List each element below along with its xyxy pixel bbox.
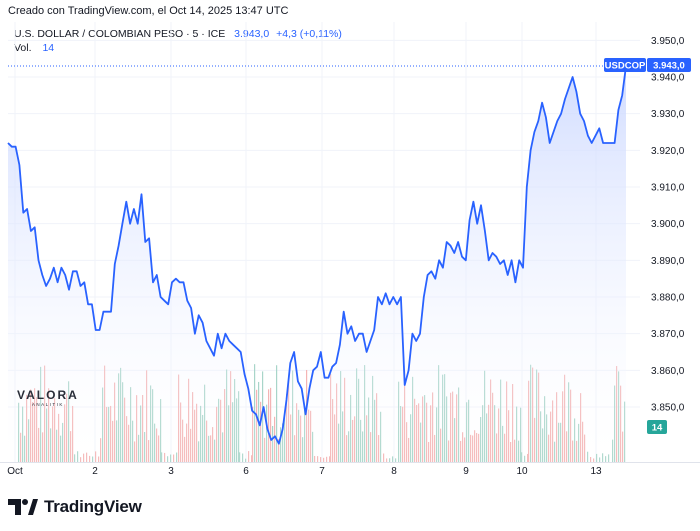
y-tick-label: 3.870,0: [651, 329, 685, 340]
y-tick-label: 3.860,0: [651, 366, 685, 377]
brand-name: TradingView: [44, 497, 142, 516]
x-tick-label: 8: [391, 466, 397, 477]
price-tag-symbol: USDCOP: [605, 61, 646, 72]
volume-bar: [270, 387, 272, 462]
volume-bar: [268, 389, 270, 462]
price-tag-value: 3.943,0: [653, 61, 685, 72]
symbol-title[interactable]: U.S. DOLLAR / COLOMBIAN PESO · 5 · ICE: [14, 28, 226, 40]
volume-bar: [276, 365, 278, 462]
y-tick-label: 3.930,0: [651, 109, 685, 120]
volume-value: 14: [42, 42, 55, 54]
x-tick-label: 7: [319, 466, 325, 477]
last-price: 3.943,0: [234, 28, 270, 40]
volume-tag-value: 14: [652, 423, 663, 434]
y-tick-label: 3.880,0: [651, 293, 685, 304]
y-tick-label: 3.890,0: [651, 256, 685, 267]
x-tick-label: 6: [243, 466, 249, 477]
x-tick-label: 13: [590, 466, 602, 477]
watermark-logo: VALORA ANALITIK: [17, 388, 79, 407]
y-tick-label: 3.900,0: [651, 219, 685, 230]
watermark-sub: ANALITIK: [31, 402, 64, 407]
price-tag: USDCOP 3.943,0: [604, 58, 691, 72]
x-tick-label: 9: [463, 466, 469, 477]
volume-label: Vol.: [14, 42, 32, 54]
x-tick-label: Oct: [7, 466, 23, 477]
y-tick-label: 3.950,0: [651, 36, 685, 47]
price-line: [7, 65, 627, 445]
x-tick-label: 2: [92, 466, 98, 477]
watermark-name: VALORA: [17, 388, 79, 402]
price-axis[interactable]: 3.950,0 3.940,0 3.930,0 3.920,0 3.910,0 3.900…: [651, 36, 685, 414]
price-change: +4,3 (+0,11%): [276, 28, 342, 40]
time-axis[interactable]: Oct 2 3 6 7 8 9 10 13: [0, 462, 700, 478]
brand-footer[interactable]: TradingView: [8, 497, 142, 517]
volume-tag: 14: [647, 420, 667, 434]
chart-legend: U.S. DOLLAR / COLOMBIAN PESO · 5 · ICE 3…: [14, 27, 342, 55]
y-tick-label: 3.920,0: [651, 146, 685, 157]
x-tick-label: 10: [516, 466, 528, 477]
x-tick-label: 3: [168, 466, 174, 477]
y-tick-label: 3.850,0: [651, 403, 685, 414]
y-tick-label: 3.910,0: [651, 183, 685, 194]
y-tick-label: 3.940,0: [651, 73, 685, 84]
tradingview-logo-icon: [8, 499, 38, 515]
price-area: [8, 66, 626, 462]
chart-credit: Creado con TradingView.com, el Oct 14, 2…: [8, 5, 289, 17]
